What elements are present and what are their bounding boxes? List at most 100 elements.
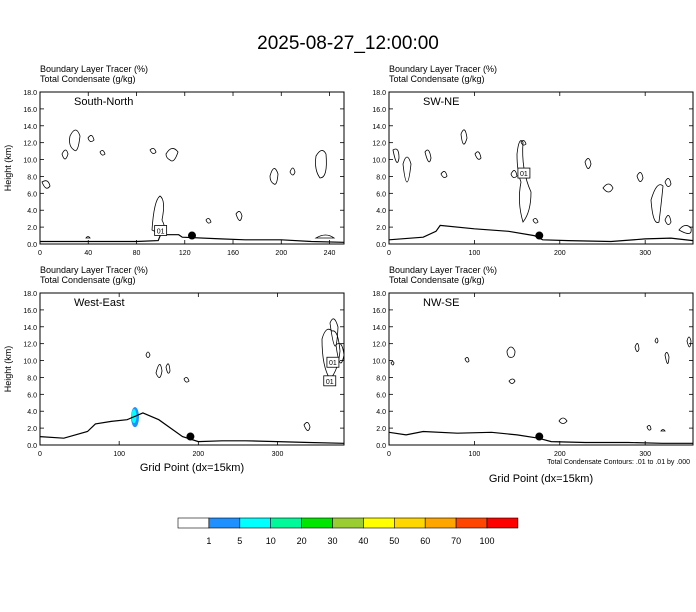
y-tick-label: 10.0 [23, 158, 37, 165]
contour-footnote: Total Condensate Contours: .01 to .01 by… [547, 459, 690, 466]
condensate-contour [508, 378, 516, 384]
panel-3: Boundary Layer Tracer (%)Total Condensat… [3, 265, 345, 474]
condensate-contour [165, 148, 179, 162]
y-tick-label: 18.0 [23, 291, 37, 298]
plot-frame [39, 292, 345, 446]
colorbar-label: 10 [266, 536, 276, 546]
colorbar-swatch [177, 517, 210, 529]
colorbar-label: 30 [327, 536, 337, 546]
y-tick-label: 2.0 [376, 225, 386, 232]
panel-1: Boundary Layer Tracer (%)Total Condensat… [3, 64, 345, 257]
condensate-contour [602, 183, 614, 193]
x-axis-label: Grid Point (dx=15km) [489, 473, 593, 485]
colorbar-label: 70 [451, 536, 461, 546]
colorbar-swatch [239, 517, 272, 529]
condensate-contour [460, 129, 468, 145]
y-tick-label: 14.0 [372, 124, 386, 131]
condensate-contour [424, 149, 432, 163]
condensate-contour [149, 148, 157, 154]
figure-title: 2025-08-27_12:00:00 [257, 33, 439, 54]
x-tick-label: 0 [38, 250, 42, 257]
contour-label: 01 [329, 360, 337, 367]
y-tick-label: 12.0 [372, 141, 386, 148]
panel-label: NW-SE [423, 297, 459, 309]
contour-label: 01 [326, 379, 334, 386]
colorbar-swatch [332, 517, 364, 529]
colorbar-swatch [363, 517, 395, 529]
panel-header-line: Boundary Layer Tracer (%) [389, 265, 497, 275]
x-tick-label: 100 [469, 451, 481, 458]
y-tick-label: 14.0 [372, 325, 386, 332]
condensate-contour [664, 352, 670, 364]
contour-label-box [154, 225, 168, 236]
x-tick-label: 240 [324, 250, 336, 257]
colorbar-swatch [424, 517, 457, 529]
y-tick-label: 6.0 [376, 191, 386, 198]
contour-label-box [517, 167, 531, 179]
condensate-contour [664, 215, 672, 225]
panel-label: West-East [74, 297, 125, 309]
y-axis-label: Height (km) [3, 145, 13, 192]
colorbar-label: 40 [358, 536, 368, 546]
y-tick-label: 8.0 [27, 375, 37, 382]
condensate-contour [402, 156, 412, 183]
y-tick-label: 6.0 [27, 392, 37, 399]
y-tick-label: 16.0 [372, 107, 386, 114]
colorbar-label: 5 [237, 536, 242, 546]
boundary-layer-line [389, 224, 693, 243]
panel-header-line: Total Condensate (g/kg) [389, 74, 485, 84]
x-tick-label: 200 [275, 250, 287, 257]
x-tick-label: 0 [387, 250, 391, 257]
y-tick-label: 18.0 [372, 291, 386, 298]
y-tick-label: 0.0 [27, 242, 37, 249]
x-tick-label: 300 [639, 250, 651, 257]
x-tick-label: 200 [554, 250, 566, 257]
y-tick-label: 8.0 [27, 174, 37, 181]
location-marker [186, 432, 195, 441]
condensate-contour [205, 218, 212, 224]
y-tick-label: 16.0 [372, 308, 386, 315]
x-tick-label: 0 [38, 451, 42, 458]
y-tick-label: 18.0 [23, 90, 37, 97]
condensate-contour [634, 343, 640, 352]
boundary-layer-line [40, 412, 344, 444]
plot-frame [388, 292, 694, 446]
condensate-contour [510, 170, 518, 178]
y-tick-label: 2.0 [376, 426, 386, 433]
x-tick-label: 80 [133, 250, 141, 257]
x-tick-label: 120 [179, 250, 191, 257]
y-tick-label: 18.0 [372, 90, 386, 97]
colorbar-label: 20 [297, 536, 307, 546]
colorbar-label: 1 [206, 536, 211, 546]
plot-frame [388, 91, 694, 245]
condensate-contour [165, 363, 171, 374]
contour-label-box [326, 356, 340, 368]
x-tick-label: 200 [554, 451, 566, 458]
colorbar-label: 60 [420, 536, 430, 546]
y-tick-label: 4.0 [376, 409, 386, 416]
x-tick-label: 160 [227, 250, 239, 257]
contour-label-box [323, 375, 337, 387]
panel-label: SW-NE [423, 96, 459, 108]
location-marker [535, 432, 544, 441]
panel-header-line: Boundary Layer Tracer (%) [40, 64, 148, 74]
panel-header-line: Total Condensate (g/kg) [40, 275, 136, 285]
panel-label: South-North [74, 96, 133, 108]
y-tick-label: 16.0 [23, 107, 37, 114]
boundary-layer-line [389, 430, 693, 444]
condensate-contour [650, 184, 664, 223]
y-tick-label: 4.0 [27, 208, 37, 215]
condensate-contour [183, 377, 190, 383]
colorbar-swatch [270, 517, 302, 529]
condensate-contour [516, 140, 532, 223]
y-tick-label: 12.0 [372, 342, 386, 349]
x-tick-label: 300 [639, 451, 651, 458]
y-tick-label: 6.0 [376, 392, 386, 399]
condensate-contour [532, 218, 539, 224]
condensate-contour [392, 148, 400, 163]
y-tick-label: 8.0 [376, 375, 386, 382]
colorbar-label: 100 [479, 536, 494, 546]
colorbar-swatch [208, 517, 241, 529]
panel-header-line: Total Condensate (g/kg) [40, 74, 136, 84]
